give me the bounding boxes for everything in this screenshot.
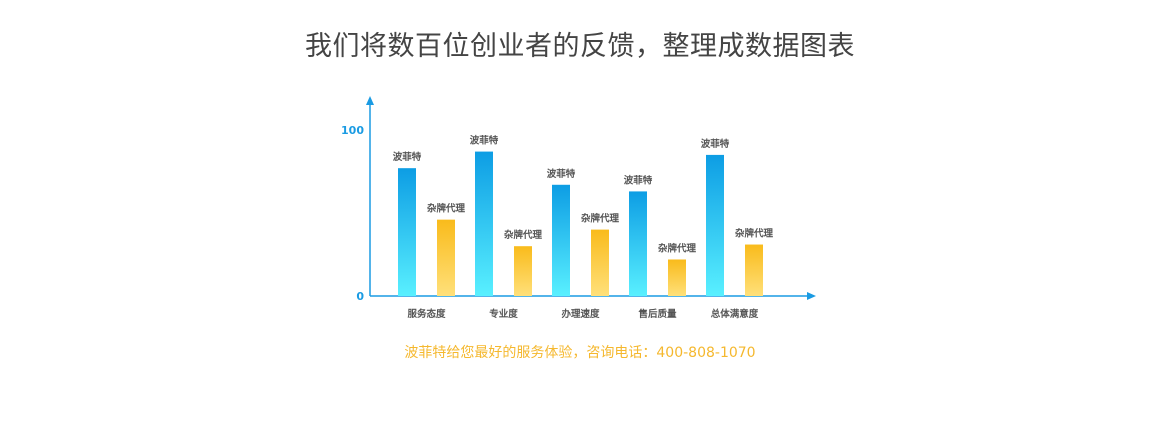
bar-series-label: 杂牌代理: [504, 229, 543, 241]
x-category-label: 总体满意度: [711, 308, 759, 320]
page-title: 我们将数百位创业者的反馈，整理成数据图表: [305, 31, 855, 62]
bar-bofeite-1: [475, 151, 493, 296]
bar-zapai-3: [668, 259, 686, 296]
bar-series-label: 杂牌代理: [735, 228, 774, 240]
bar-series-label: 波菲特: [701, 138, 730, 150]
bar-zapai-2: [591, 229, 609, 296]
bar-bofeite-2: [552, 184, 570, 296]
bar-series-label: 波菲特: [624, 174, 653, 186]
bar-zapai-1: [514, 246, 532, 296]
y-tick-label: 100: [341, 124, 364, 137]
bar-series-label: 波菲特: [547, 168, 576, 180]
x-axis-arrow-icon: [807, 292, 816, 300]
bar-series-label: 杂牌代理: [581, 213, 620, 225]
bar-series-label: 波菲特: [470, 135, 499, 147]
bar-series-label: 波菲特: [393, 151, 422, 163]
x-category-label: 办理速度: [561, 308, 600, 320]
bar-zapai-0: [437, 219, 455, 296]
bar-bofeite-0: [398, 168, 416, 296]
bar-zapai-4: [745, 244, 763, 296]
x-category-label: 服务态度: [407, 308, 446, 320]
x-category-label: 专业度: [489, 308, 518, 320]
bar-bofeite-4: [706, 154, 724, 296]
x-category-label: 售后质量: [638, 308, 677, 320]
bar-series-label: 杂牌代理: [658, 242, 697, 254]
chart-bars: [398, 151, 763, 296]
y-axis-arrow-icon: [366, 96, 374, 105]
bar-bofeite-3: [629, 191, 647, 296]
contact-footer: 波菲特给您最好的服务体验，咨询电话：400-808-1070: [404, 345, 756, 361]
bar-series-label: 杂牌代理: [427, 203, 466, 215]
y-tick-label: 0: [356, 290, 364, 303]
